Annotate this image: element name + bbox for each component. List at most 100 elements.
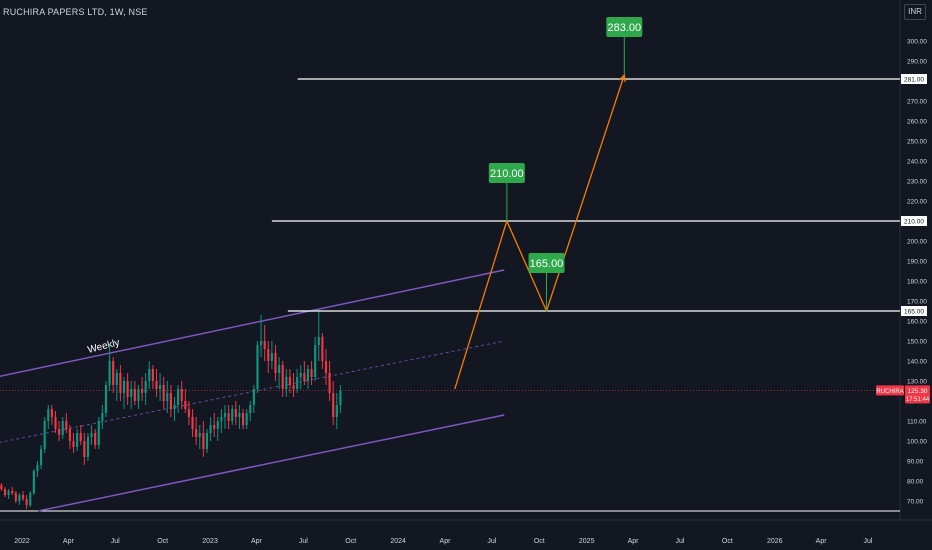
candle <box>281 361 284 397</box>
candle-body <box>321 337 324 361</box>
time-tick-label: 2023 <box>202 538 218 545</box>
target-label-box <box>606 17 643 37</box>
candle-body <box>306 369 310 381</box>
candle <box>314 337 317 381</box>
target-label-box <box>528 253 565 273</box>
symbol-tag <box>876 385 904 396</box>
candle <box>0 483 3 491</box>
price-tick-label: 220.00 <box>907 199 927 206</box>
candle <box>223 405 227 429</box>
candle <box>32 469 35 495</box>
channel-mid-line <box>0 340 505 443</box>
candle-body <box>205 433 209 449</box>
candle <box>213 413 216 437</box>
candle <box>173 397 176 421</box>
currency-button[interactable]: INR <box>904 4 926 20</box>
price-tick-label: 150.00 <box>907 339 927 346</box>
candle <box>126 373 129 405</box>
candle <box>263 325 266 361</box>
candle-body <box>191 417 194 429</box>
candle-body <box>58 429 61 435</box>
candle-body <box>21 495 25 499</box>
candle <box>231 405 234 425</box>
target-label-box <box>488 163 525 183</box>
candle-body <box>303 373 306 381</box>
candle-body <box>76 433 79 447</box>
candle-body <box>173 405 176 409</box>
candle-body <box>86 437 90 457</box>
candle-body <box>90 433 93 437</box>
candle-body <box>288 377 291 385</box>
candle-body <box>101 413 104 421</box>
last-price-label: 125.30 <box>908 388 928 395</box>
candle-body <box>25 499 28 505</box>
time-tick-label: Oct <box>534 538 545 545</box>
level-price-label: 210.00 <box>904 219 924 226</box>
candle <box>184 389 187 413</box>
candle-body <box>292 385 295 389</box>
candle-body <box>14 493 17 501</box>
candle <box>122 377 126 409</box>
candle <box>108 345 111 391</box>
price-axis: 70.0080.0090.00100.00110.00120.00130.001… <box>907 39 927 506</box>
candles <box>0 309 342 509</box>
candle-body <box>36 465 39 471</box>
candle-body <box>267 349 270 361</box>
candle-body <box>281 365 284 389</box>
candle <box>54 411 57 433</box>
candle <box>50 405 53 425</box>
candle <box>14 491 17 503</box>
candle-body <box>65 421 68 429</box>
candle-body <box>238 413 241 417</box>
candle <box>7 489 10 499</box>
candle <box>29 491 32 507</box>
candle-body <box>104 385 108 413</box>
price-tick-label: 110.00 <box>907 419 927 426</box>
candle-body <box>43 421 46 449</box>
candle-body <box>285 377 288 389</box>
candle <box>191 409 194 437</box>
candle <box>68 425 71 449</box>
candle <box>205 429 209 453</box>
candle-body <box>299 373 302 377</box>
candle-body <box>270 353 273 361</box>
candle-body <box>50 409 53 417</box>
target-label-text: 165.00 <box>530 258 564 270</box>
candle-body <box>241 413 245 425</box>
channel-lower-line <box>37 414 505 512</box>
candle-body <box>148 369 151 381</box>
candle-body <box>0 485 3 489</box>
target-label-text: 283.00 <box>607 22 641 34</box>
candle-body <box>187 409 191 417</box>
candle-body <box>328 373 331 393</box>
time-tick-label: 2024 <box>390 538 406 545</box>
price-tick-label: 100.00 <box>907 439 927 446</box>
candle-body <box>209 425 212 433</box>
candle-body <box>202 433 205 449</box>
candle <box>115 369 118 401</box>
candle-body <box>198 433 201 437</box>
candle <box>3 487 7 497</box>
candle-body <box>119 373 122 393</box>
price-tick-label: 170.00 <box>907 299 927 306</box>
candle-body <box>155 381 158 389</box>
candle <box>58 421 61 441</box>
candle-body <box>144 381 147 393</box>
price-tick-label: 80.00 <box>907 479 924 486</box>
candle <box>339 385 342 413</box>
candle-body <box>133 389 136 401</box>
candle-body <box>234 409 237 417</box>
candle <box>238 405 241 429</box>
candle-body <box>263 341 266 349</box>
candle <box>101 405 104 429</box>
price-tick-label: 140.00 <box>907 359 927 366</box>
symbol-tag-label: RUCHIRA <box>876 389 903 395</box>
weekly-annotation: Weekly <box>87 337 121 356</box>
candle <box>195 417 198 445</box>
candle-body <box>169 393 172 409</box>
time-tick-label: Apr <box>816 538 828 545</box>
time-tick-label: 2025 <box>579 538 595 545</box>
candle-body <box>29 493 32 505</box>
candle <box>296 369 299 393</box>
